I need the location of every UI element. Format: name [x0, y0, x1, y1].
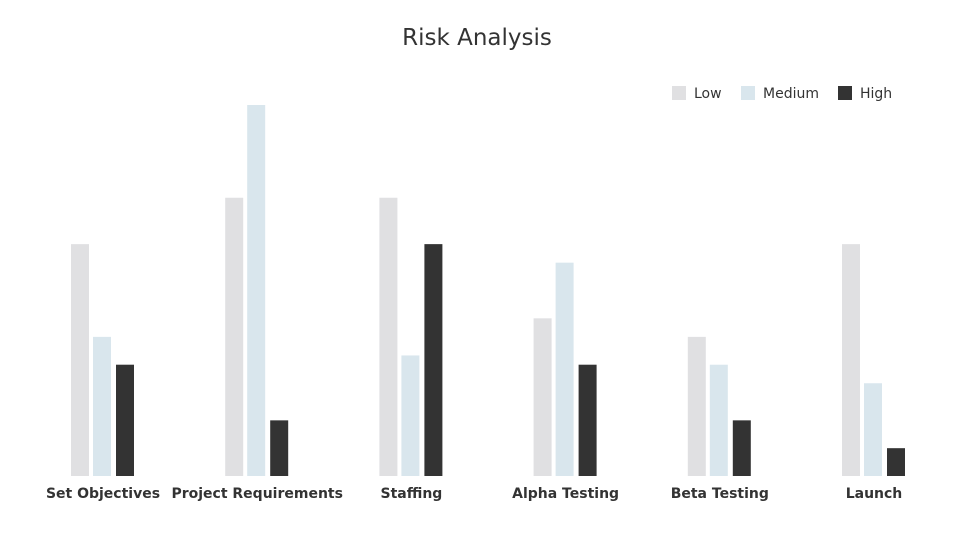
bar-high: [887, 448, 905, 476]
bar-low: [71, 244, 89, 476]
bar-medium: [864, 383, 882, 476]
legend-label: Low: [694, 86, 722, 102]
legend-label: High: [860, 86, 892, 102]
legend-swatch-medium: [741, 86, 755, 100]
x-tick-label: Beta Testing: [671, 486, 769, 502]
bar-medium: [247, 105, 266, 476]
bar-medium: [709, 364, 728, 476]
x-tick-label: Set Objectives: [46, 486, 160, 502]
bar-low: [225, 197, 244, 476]
bar-high: [424, 244, 443, 476]
bar-low: [842, 244, 860, 476]
bar-low: [533, 318, 552, 476]
bar-high: [116, 364, 134, 476]
bar-high: [732, 420, 751, 476]
chart-title: Risk Analysis: [402, 25, 552, 51]
bar-high: [270, 420, 289, 476]
category-labels: Set Objectives Project Requirements Staffi…: [46, 486, 902, 502]
x-tick-label: Project Requirements: [171, 486, 342, 502]
bar-low: [687, 336, 706, 476]
legend-swatch-high: [838, 86, 852, 100]
legend: Low Medium High: [672, 86, 892, 102]
bar-medium: [93, 336, 111, 476]
x-tick-label: Alpha Testing: [512, 486, 619, 502]
bar-low: [379, 197, 398, 476]
bars: [71, 105, 905, 476]
legend-swatch-low: [672, 86, 686, 100]
x-tick-label: Staffing: [380, 486, 442, 502]
x-tick-label: Launch: [846, 486, 903, 502]
legend-label: Medium: [763, 86, 819, 102]
bar-medium: [401, 355, 420, 476]
bar-medium: [555, 262, 574, 476]
bar-high: [578, 364, 597, 476]
